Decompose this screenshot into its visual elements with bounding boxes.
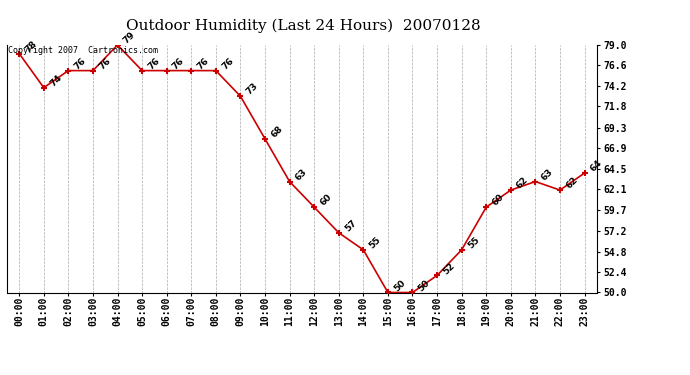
- Text: 60: 60: [491, 193, 506, 208]
- Text: 63: 63: [540, 167, 555, 182]
- Text: 55: 55: [368, 235, 383, 250]
- Text: 63: 63: [294, 167, 309, 182]
- Text: 74: 74: [48, 73, 63, 88]
- Text: 76: 76: [146, 56, 161, 71]
- Text: 79: 79: [121, 30, 137, 46]
- Text: 60: 60: [318, 193, 333, 208]
- Text: Outdoor Humidity (Last 24 Hours)  20070128: Outdoor Humidity (Last 24 Hours) 2007012…: [126, 19, 481, 33]
- Text: 76: 76: [171, 56, 186, 71]
- Text: 57: 57: [343, 218, 358, 233]
- Text: 76: 76: [97, 56, 112, 71]
- Text: 62: 62: [515, 176, 530, 191]
- Text: Copyright 2007  Cartronics.com: Copyright 2007 Cartronics.com: [8, 46, 158, 55]
- Text: 73: 73: [244, 81, 260, 97]
- Text: 64: 64: [589, 158, 604, 174]
- Text: 78: 78: [23, 39, 39, 54]
- Text: 68: 68: [269, 124, 284, 140]
- Text: 76: 76: [195, 56, 210, 71]
- Text: 76: 76: [220, 56, 235, 71]
- Text: 50: 50: [417, 278, 432, 293]
- Text: 62: 62: [564, 176, 580, 191]
- Text: 52: 52: [441, 261, 457, 276]
- Text: 76: 76: [72, 56, 88, 71]
- Text: 55: 55: [466, 235, 481, 250]
- Text: 50: 50: [392, 278, 407, 293]
